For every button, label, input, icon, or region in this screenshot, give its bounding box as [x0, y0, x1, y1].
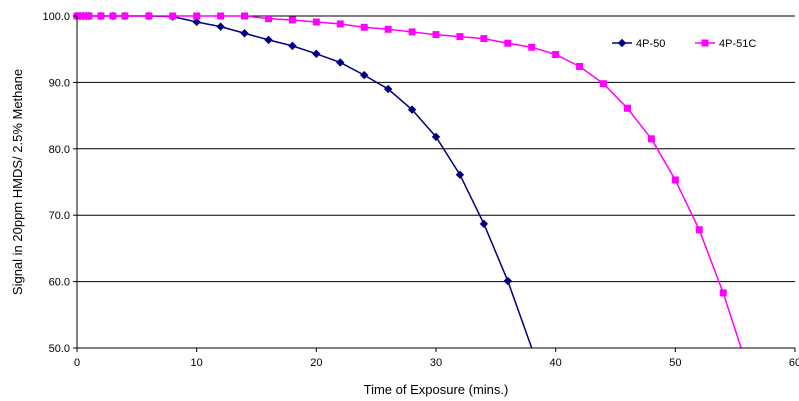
- data-point: [384, 25, 392, 33]
- data-point: [97, 12, 105, 20]
- data-point: [455, 170, 465, 179]
- data-point: [695, 226, 703, 234]
- data-point: [432, 31, 440, 39]
- y-tick-label: 50.0: [49, 343, 70, 355]
- data-point: [456, 33, 464, 41]
- data-point: [288, 41, 297, 51]
- data-point: [359, 70, 369, 80]
- data-point: [240, 29, 249, 38]
- data-point: [407, 105, 417, 114]
- data-point: [216, 22, 225, 31]
- series-layer: [72, 11, 742, 349]
- data-point: [600, 80, 608, 88]
- y-tick-label: 80.0: [49, 144, 70, 156]
- x-tick-label: 0: [74, 357, 80, 369]
- data-point: [552, 51, 560, 59]
- data-point: [192, 17, 201, 27]
- x-tick-label: 10: [191, 357, 203, 369]
- y-tick-label: 100.0: [42, 11, 70, 23]
- y-tick-label: 70.0: [49, 210, 70, 222]
- y-tick-label: 60.0: [49, 277, 70, 289]
- data-point: [85, 12, 93, 20]
- data-point: [312, 49, 321, 59]
- data-point: [241, 12, 249, 20]
- data-point: [647, 135, 655, 143]
- y-axis-title: Signal in 20ppm HMDS/ 2.5% Methane: [10, 69, 25, 295]
- data-point: [193, 12, 201, 20]
- data-point: [479, 219, 489, 229]
- x-axis-title: Time of Exposure (mins.): [364, 382, 509, 397]
- data-point: [109, 12, 117, 20]
- legend-label: 4P-50: [636, 38, 665, 50]
- y-tick-label: 90.0: [49, 77, 70, 89]
- data-point: [360, 23, 368, 31]
- data-point: [504, 39, 512, 47]
- x-tick-label: 20: [310, 357, 322, 369]
- data-point: [145, 12, 153, 20]
- data-point: [264, 35, 273, 45]
- x-tick-label: 50: [669, 357, 681, 369]
- x-tick-label: 40: [550, 357, 562, 369]
- x-tick-label: 30: [430, 357, 442, 369]
- data-point: [169, 12, 177, 20]
- x-tick-label: 60: [789, 357, 799, 369]
- data-point: [719, 289, 727, 297]
- data-point: [623, 104, 631, 112]
- legend-label: 4P-51C: [719, 38, 756, 50]
- series-2: [73, 12, 742, 349]
- tick-labels: 50.0 60.0 70.0 80.0 90.0 100.0 0 10 20 30 40 50 60: [42, 11, 799, 369]
- legend-swatch-marker: [701, 39, 709, 47]
- data-point: [312, 18, 320, 26]
- data-point: [383, 84, 393, 94]
- data-point: [576, 62, 584, 70]
- legend: 4P-50 4P-51C: [612, 38, 756, 50]
- data-point: [217, 12, 225, 20]
- data-point: [528, 43, 536, 51]
- data-point: [288, 16, 296, 24]
- data-point: [336, 58, 345, 67]
- data-point: [264, 15, 272, 23]
- data-point: [480, 35, 488, 43]
- legend-swatch-marker: [617, 38, 627, 48]
- plot-area: [77, 16, 795, 348]
- data-point: [336, 20, 344, 28]
- series-line: [77, 15, 742, 349]
- data-point: [408, 28, 416, 36]
- data-point: [503, 276, 513, 286]
- data-point: [671, 176, 679, 184]
- data-point: [121, 12, 129, 20]
- data-point: [431, 132, 441, 142]
